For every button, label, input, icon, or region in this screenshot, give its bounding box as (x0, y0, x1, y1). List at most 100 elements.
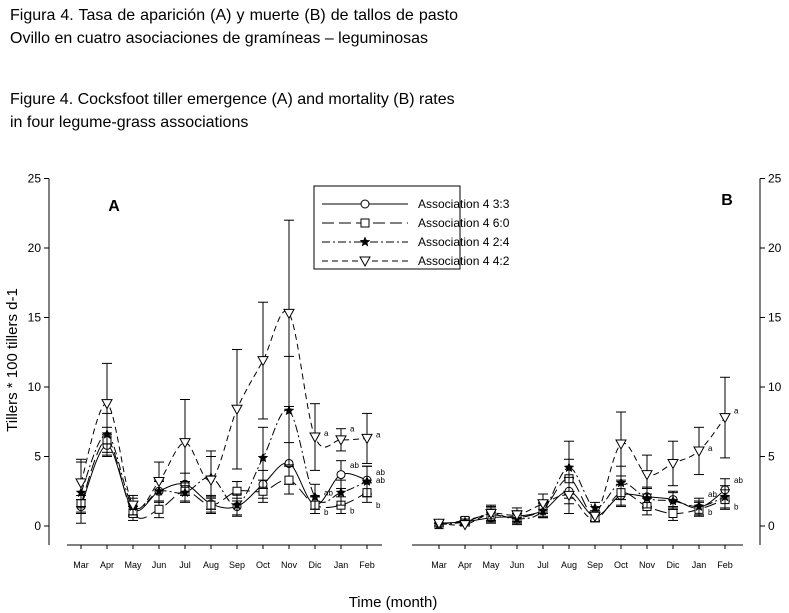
significance-label: ab (376, 476, 385, 485)
series-triangle-down (75, 219, 373, 516)
legend-item: Association 4 3:3 (322, 197, 510, 211)
data-point-star (231, 499, 243, 510)
series-line (80, 444, 368, 512)
series-line (438, 417, 726, 526)
x-tick-label-sep: Sep (587, 560, 603, 570)
data-point-star (283, 404, 295, 416)
data-point-triangle-down (667, 458, 679, 470)
chart-panel-b: 0 5 10 15 20 25 Mar Apr May Jun Jul Aug Sep Oct Nov Dic… (412, 172, 782, 570)
chart-panel-a: 0 5 10 15 20 25 Mar Apr May Jun Jul Aug Sep Oct Nov Dic… (28, 172, 386, 571)
legend-marker-circle (360, 199, 370, 209)
x-tick-label-apr: Apr (458, 560, 472, 570)
data-point-star (563, 461, 575, 473)
legend-label: Association 4 3:3 (418, 197, 510, 211)
data-point-triangle-down (127, 500, 139, 512)
data-point-triangle-down (615, 439, 627, 451)
x-tick-label-may: May (482, 560, 500, 570)
data-point-triangle-down (257, 356, 269, 367)
series-square (76, 426, 372, 521)
data-point-triangle-down (589, 511, 601, 523)
x-tick-label-may: May (124, 560, 142, 570)
legend-label: Association 4 4:2 (418, 254, 510, 268)
data-point-triangle-down (485, 508, 497, 520)
series-triangle-down (433, 376, 731, 531)
data-point-triangle-down (283, 308, 295, 320)
legend-item: Association 4 2:4 (322, 235, 510, 249)
significance-label: ab (324, 489, 333, 498)
data-point-triangle-down (537, 499, 549, 510)
y-tick-label: 0 (34, 519, 41, 533)
data-point-star (589, 502, 601, 513)
data-point-triangle-down (309, 432, 321, 444)
data-point-triangle-down (153, 477, 165, 488)
y-tick-label: 25 (28, 172, 42, 186)
data-point-triangle-down (361, 433, 373, 445)
significance-label: ab (734, 476, 743, 485)
data-point-triangle-down (75, 478, 87, 489)
significance-label: ab (376, 468, 385, 477)
significance-label: b (734, 503, 739, 512)
y-axis-title: Tillers * 100 tillers d-1 (4, 288, 21, 432)
axes-a: 0 5 10 15 20 25 Mar Apr May Jun Jul Aug Sep Oct Nov Dic… (28, 172, 382, 570)
legend-item: Association 4 4:2 (322, 254, 510, 268)
x-tick-label-nov: Nov (639, 560, 656, 570)
legend-item: Association 4 6:0 (322, 216, 510, 230)
x-tick-label-dic: Dic (667, 560, 680, 570)
x-tick-label-jun: Jun (510, 560, 525, 570)
legend-marker-square (360, 218, 370, 228)
x-tick-label-apr: Apr (100, 560, 114, 570)
data-point-star (309, 491, 321, 502)
y-tick-label: 0 (768, 519, 775, 533)
x-tick-label-oct: Oct (256, 560, 271, 570)
data-point-star (667, 495, 679, 506)
data-point-star (257, 452, 269, 463)
y-tick-label: 5 (34, 450, 41, 464)
y-tick-label: 20 (28, 241, 42, 255)
data-point-triangle-down (641, 470, 653, 481)
significance-label: a (324, 429, 329, 438)
x-tick-label-sep: Sep (229, 560, 245, 570)
data-point-triangle-down (693, 446, 705, 457)
data-point-square (154, 504, 164, 514)
series-line (80, 310, 368, 509)
y-tick-label: 15 (28, 311, 42, 325)
x-tick-label-jul: Jul (537, 560, 549, 570)
data-point-star (641, 492, 653, 503)
data-point-triangle-down (719, 413, 731, 424)
x-tick-label-mar: Mar (431, 560, 447, 570)
data-point-triangle-down (459, 520, 471, 531)
x-tick-label-mar: Mar (73, 560, 89, 570)
y-tick-label: 10 (28, 380, 42, 394)
data-point-circle (336, 470, 346, 480)
y-tick-label: 20 (768, 241, 782, 255)
x-tick-label-feb: Feb (359, 560, 375, 570)
data-point-triangle-down (101, 399, 113, 410)
data-point-triangle-down (563, 490, 575, 502)
series-line (80, 439, 368, 519)
series-line (80, 409, 368, 510)
y-tick-label: 5 (768, 450, 775, 464)
x-tick-label-jan: Jan (334, 560, 349, 570)
x-tick-label-jun: Jun (152, 560, 167, 570)
x-tick-label-aug: Aug (561, 560, 577, 570)
data-point-star (693, 500, 705, 512)
y-tick-label: 25 (768, 172, 782, 186)
x-tick-label-dic: Dic (309, 560, 322, 570)
legend-box (313, 185, 461, 270)
caption-english: Figure 4. Cocksfoot tiller emergence (A)… (10, 91, 455, 131)
x-axis-title: Time (month) (349, 594, 438, 611)
significance-label: ab (708, 490, 717, 499)
significance-label: b (708, 508, 713, 517)
x-tick-label-oct: Oct (614, 560, 629, 570)
y-tick-label: 15 (768, 311, 782, 325)
data-point-star (179, 486, 191, 498)
caption-spanish: Figura 4. Tasa de aparición (A) y muerte… (10, 7, 458, 47)
data-point-triangle-down (335, 435, 347, 446)
series-square (434, 458, 730, 530)
y-tick-label: 10 (768, 380, 782, 394)
series-star (433, 440, 731, 530)
legend-label: Association 4 2:4 (418, 235, 510, 249)
data-point-square (668, 508, 678, 518)
series-star (75, 355, 373, 524)
panel-title-a: A (108, 198, 120, 215)
